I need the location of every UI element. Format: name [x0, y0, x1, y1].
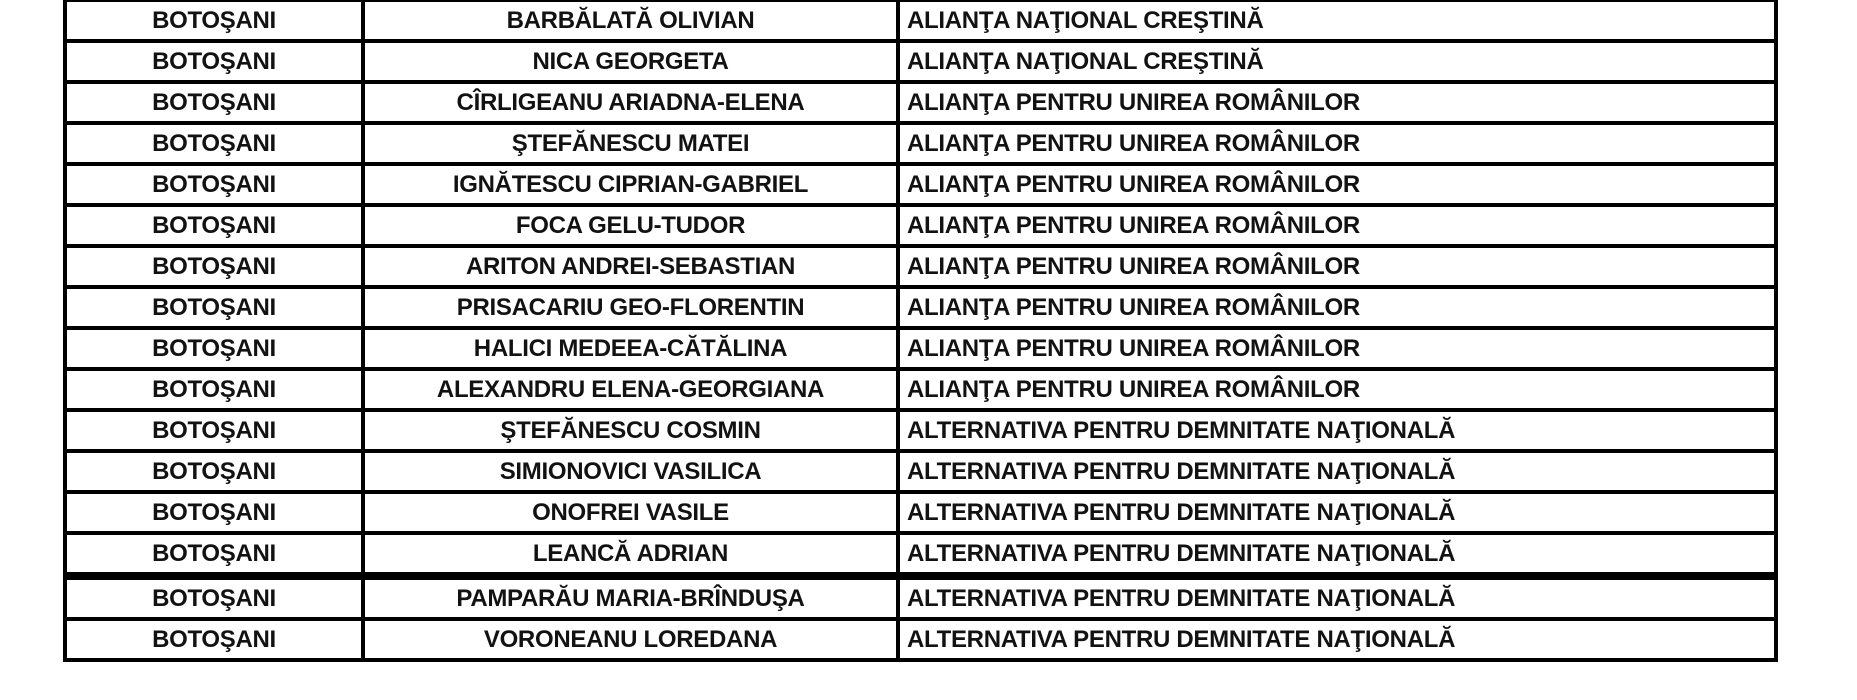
table-row: BOTOŞANI CÎRLIGEANU ARIADNA-ELENA ALIANŢA …: [63, 80, 1778, 125]
candidate-cell: CÎRLIGEANU ARIADNA-ELENA: [361, 80, 900, 125]
county-cell: BOTOŞANI: [63, 617, 365, 662]
candidate-cell: LEANCĂ ADRIAN: [361, 531, 900, 578]
party-cell: ALIANŢA PENTRU UNIREA ROMÂNILOR: [896, 367, 1778, 412]
table-row: BOTOŞANI NICA GEORGETA ALIANŢA NAŢIONAL CR…: [63, 39, 1778, 84]
party-cell: ALTERNATIVA PENTRU DEMNITATE NAŢIONALĂ: [896, 572, 1778, 621]
party-cell: ALTERNATIVA PENTRU DEMNITATE NAŢIONALĂ: [896, 408, 1778, 453]
party-cell: ALTERNATIVA PENTRU DEMNITATE NAŢIONALĂ: [896, 531, 1778, 578]
county-cell: BOTOŞANI: [63, 326, 365, 371]
county-cell: BOTOŞANI: [63, 121, 365, 166]
candidate-cell: PAMPARĂU MARIA-BRÎNDUŞA: [361, 572, 900, 621]
county-cell: BOTOŞANI: [63, 80, 365, 125]
candidate-table-wrap: BOTOŞANI BARBĂLATĂ OLIVIAN ALIANŢA NAŢIONA…: [63, 0, 1778, 662]
candidate-cell: VORONEANU LOREDANA: [361, 617, 900, 662]
county-cell: BOTOŞANI: [63, 244, 365, 289]
party-cell: ALIANŢA PENTRU UNIREA ROMÂNILOR: [896, 285, 1778, 330]
candidate-cell: HALICI MEDEEA-CĂTĂLINA: [361, 326, 900, 371]
party-cell: ALTERNATIVA PENTRU DEMNITATE NAŢIONALĂ: [896, 490, 1778, 535]
county-cell: BOTOŞANI: [63, 490, 365, 535]
candidate-cell: ALEXANDRU ELENA-GEORGIANA: [361, 367, 900, 412]
candidate-cell: SIMIONOVICI VASILICA: [361, 449, 900, 494]
county-cell: BOTOŞANI: [63, 39, 365, 84]
party-cell: ALIANŢA PENTRU UNIREA ROMÂNILOR: [896, 326, 1778, 371]
county-cell: BOTOŞANI: [63, 531, 365, 578]
candidate-table-body: BOTOŞANI BARBĂLATĂ OLIVIAN ALIANŢA NAŢIONA…: [63, 0, 1778, 662]
table-row: BOTOŞANI SIMIONOVICI VASILICA ALTERNATIVA …: [63, 449, 1778, 494]
table-row: BOTOŞANI ŞTEFĂNESCU MATEI ALIANŢA PENTRU U…: [63, 121, 1778, 166]
table-row: BOTOŞANI ALEXANDRU ELENA-GEORGIANA ALIANŢA…: [63, 367, 1778, 412]
county-cell: BOTOŞANI: [63, 285, 365, 330]
table-row: BOTOŞANI IGNĂTESCU CIPRIAN-GABRIEL ALIANŢA…: [63, 162, 1778, 207]
table-row: BOTOŞANI ŞTEFĂNESCU COSMIN ALTERNATIVA PEN…: [63, 408, 1778, 453]
table-row: BOTOŞANI FOCA GELU-TUDOR ALIANŢA PENTRU UN…: [63, 203, 1778, 248]
table-row: BOTOŞANI LEANCĂ ADRIAN ALTERNATIVA PENTRU …: [63, 531, 1778, 578]
candidate-cell: FOCA GELU-TUDOR: [361, 203, 900, 248]
candidate-cell: ONOFREI VASILE: [361, 490, 900, 535]
party-cell: ALIANŢA PENTRU UNIREA ROMÂNILOR: [896, 162, 1778, 207]
party-cell: ALIANŢA PENTRU UNIREA ROMÂNILOR: [896, 121, 1778, 166]
county-cell: BOTOŞANI: [63, 572, 365, 621]
candidate-cell: NICA GEORGETA: [361, 39, 900, 84]
candidate-cell: BARBĂLATĂ OLIVIAN: [361, 0, 900, 43]
party-cell: ALTERNATIVA PENTRU DEMNITATE NAŢIONALĂ: [896, 617, 1778, 662]
table-row: BOTOŞANI VORONEANU LOREDANA ALTERNATIVA PE…: [63, 617, 1778, 662]
table-row: BOTOŞANI HALICI MEDEEA-CĂTĂLINA ALIANŢA PE…: [63, 326, 1778, 371]
table-row: BOTOŞANI ONOFREI VASILE ALTERNATIVA PENTRU…: [63, 490, 1778, 535]
party-cell: ALTERNATIVA PENTRU DEMNITATE NAŢIONALĂ: [896, 449, 1778, 494]
county-cell: BOTOŞANI: [63, 367, 365, 412]
party-cell: ALIANŢA PENTRU UNIREA ROMÂNILOR: [896, 80, 1778, 125]
county-cell: BOTOŞANI: [63, 449, 365, 494]
candidate-cell: IGNĂTESCU CIPRIAN-GABRIEL: [361, 162, 900, 207]
candidate-table: BOTOŞANI BARBĂLATĂ OLIVIAN ALIANŢA NAŢIONA…: [63, 0, 1778, 662]
county-cell: BOTOŞANI: [63, 408, 365, 453]
party-cell: ALIANŢA PENTRU UNIREA ROMÂNILOR: [896, 244, 1778, 289]
party-cell: ALIANŢA PENTRU UNIREA ROMÂNILOR: [896, 203, 1778, 248]
county-cell: BOTOŞANI: [63, 0, 365, 43]
county-cell: BOTOŞANI: [63, 203, 365, 248]
party-cell: ALIANŢA NAŢIONAL CREŞTINĂ: [896, 39, 1778, 84]
county-cell: BOTOŞANI: [63, 162, 365, 207]
table-row: BOTOŞANI PRISACARIU GEO-FLORENTIN ALIANŢA …: [63, 285, 1778, 330]
candidate-cell: ŞTEFĂNESCU COSMIN: [361, 408, 900, 453]
candidate-cell: ARITON ANDREI-SEBASTIAN: [361, 244, 900, 289]
table-row: BOTOŞANI ARITON ANDREI-SEBASTIAN ALIANŢA P…: [63, 244, 1778, 289]
table-row: BOTOŞANI BARBĂLATĂ OLIVIAN ALIANŢA NAŢIONA…: [63, 0, 1778, 43]
party-cell: ALIANŢA NAŢIONAL CREŞTINĂ: [896, 0, 1778, 43]
table-row: BOTOŞANI PAMPARĂU MARIA-BRÎNDUŞA ALTERNATI…: [63, 572, 1778, 621]
candidate-cell: ŞTEFĂNESCU MATEI: [361, 121, 900, 166]
candidate-cell: PRISACARIU GEO-FLORENTIN: [361, 285, 900, 330]
